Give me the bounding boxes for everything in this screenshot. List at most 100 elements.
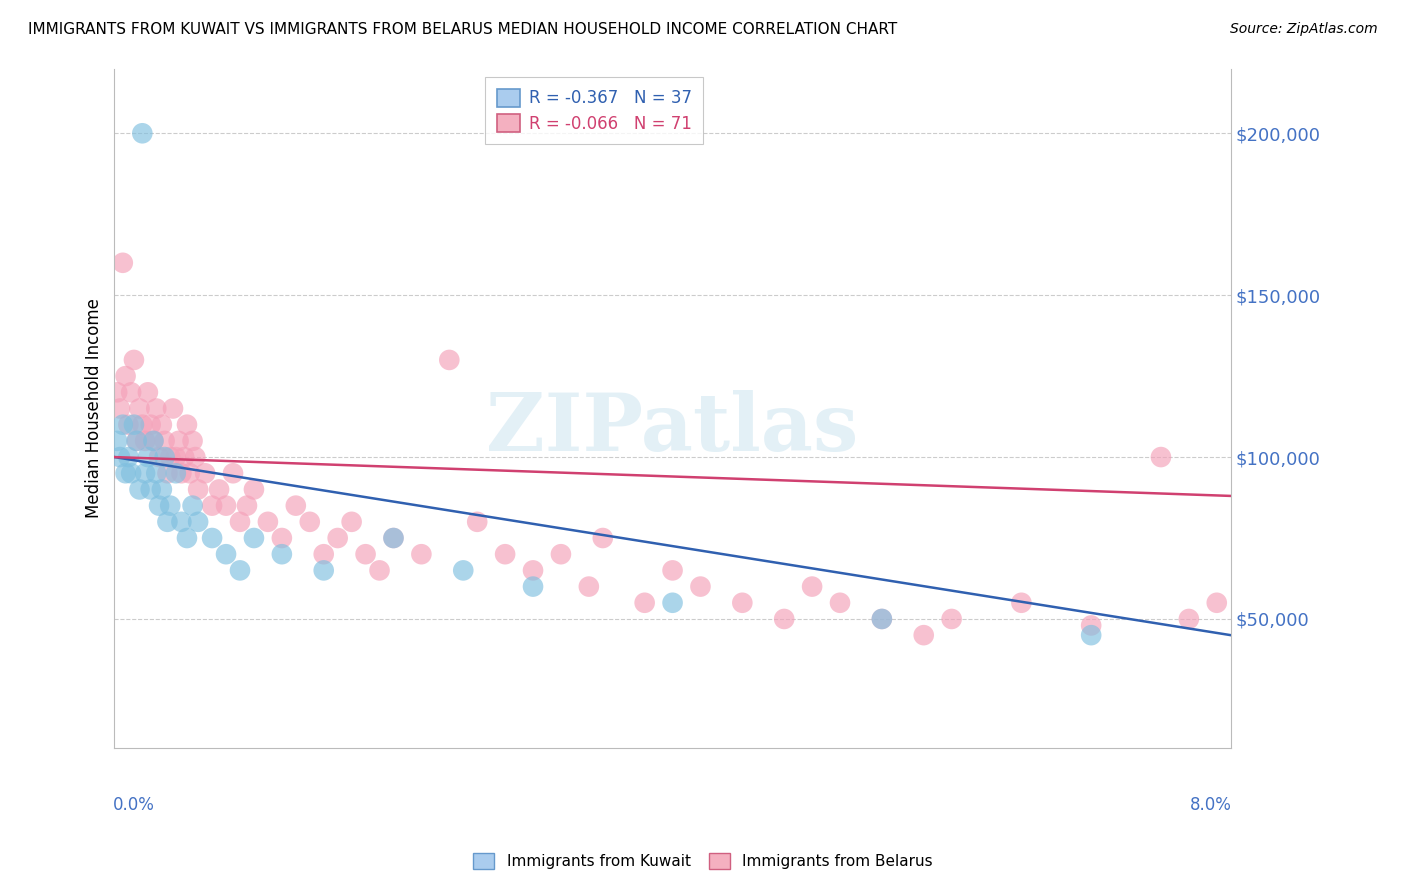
Point: [1080, 618, 1102, 632]
Point: [108, 450, 131, 464]
Point: [105, 385, 128, 400]
Point: [312, 563, 335, 577]
Point: [120, 385, 142, 400]
Point: [208, 483, 231, 497]
Point: [153, 450, 176, 464]
Point: [1010, 596, 1032, 610]
Point: [165, 450, 187, 464]
Point: [1205, 596, 1227, 610]
Point: [326, 531, 349, 545]
Point: [131, 126, 153, 140]
Point: [912, 628, 935, 642]
Point: [201, 499, 224, 513]
Point: [1080, 628, 1102, 642]
Point: [181, 434, 204, 448]
Point: [284, 499, 307, 513]
Point: [136, 385, 159, 400]
Point: [105, 434, 128, 448]
Point: [354, 547, 377, 561]
Point: [661, 596, 683, 610]
Point: [382, 531, 405, 545]
Point: [114, 369, 136, 384]
Point: [229, 515, 252, 529]
Legend: R = -0.367   N = 37, R = -0.066   N = 71: R = -0.367 N = 37, R = -0.066 N = 71: [485, 77, 703, 145]
Point: [122, 417, 145, 432]
Point: [243, 483, 266, 497]
Point: [222, 467, 245, 481]
Point: [148, 450, 170, 464]
Point: [494, 547, 516, 561]
Point: [122, 353, 145, 368]
Point: [368, 563, 391, 577]
Point: [159, 499, 181, 513]
Point: [165, 467, 187, 481]
Point: [801, 580, 824, 594]
Point: [150, 417, 173, 432]
Point: [215, 499, 238, 513]
Point: [167, 434, 190, 448]
Point: [270, 531, 292, 545]
Point: [243, 531, 266, 545]
Text: ZIPatlas: ZIPatlas: [486, 390, 859, 468]
Point: [145, 467, 167, 481]
Point: [298, 515, 321, 529]
Point: [439, 353, 461, 368]
Point: [340, 515, 363, 529]
Point: [128, 401, 150, 416]
Point: [184, 450, 207, 464]
Point: [170, 467, 193, 481]
Point: [592, 531, 614, 545]
Point: [181, 499, 204, 513]
Point: [136, 450, 159, 464]
Point: [173, 450, 195, 464]
Point: [179, 467, 201, 481]
Point: [170, 515, 193, 529]
Point: [176, 417, 198, 432]
Point: [145, 401, 167, 416]
Point: [162, 401, 184, 416]
Point: [111, 417, 134, 432]
Point: [131, 417, 153, 432]
Point: [194, 467, 217, 481]
Point: [176, 531, 198, 545]
Point: [125, 434, 148, 448]
Point: [550, 547, 572, 561]
Point: [125, 434, 148, 448]
Point: [411, 547, 433, 561]
Point: [156, 467, 179, 481]
Point: [382, 531, 405, 545]
Text: 8.0%: 8.0%: [1189, 796, 1232, 814]
Text: 0.0%: 0.0%: [114, 796, 155, 814]
Text: Source: ZipAtlas.com: Source: ZipAtlas.com: [1230, 22, 1378, 37]
Y-axis label: Median Household Income: Median Household Income: [86, 299, 103, 518]
Point: [689, 580, 711, 594]
Legend: Immigrants from Kuwait, Immigrants from Belarus: Immigrants from Kuwait, Immigrants from …: [467, 847, 939, 875]
Point: [134, 467, 156, 481]
Point: [142, 434, 165, 448]
Point: [522, 563, 544, 577]
Point: [634, 596, 657, 610]
Point: [108, 401, 131, 416]
Point: [187, 483, 209, 497]
Point: [134, 434, 156, 448]
Point: [153, 434, 176, 448]
Point: [465, 515, 488, 529]
Point: [111, 256, 134, 270]
Point: [870, 612, 893, 626]
Point: [257, 515, 280, 529]
Point: [139, 417, 162, 432]
Point: [661, 563, 683, 577]
Point: [201, 531, 224, 545]
Point: [215, 547, 238, 561]
Point: [148, 499, 170, 513]
Point: [731, 596, 754, 610]
Point: [114, 467, 136, 481]
Point: [578, 580, 600, 594]
Point: [773, 612, 796, 626]
Point: [312, 547, 335, 561]
Point: [870, 612, 893, 626]
Point: [941, 612, 963, 626]
Point: [236, 499, 259, 513]
Point: [117, 450, 139, 464]
Point: [139, 483, 162, 497]
